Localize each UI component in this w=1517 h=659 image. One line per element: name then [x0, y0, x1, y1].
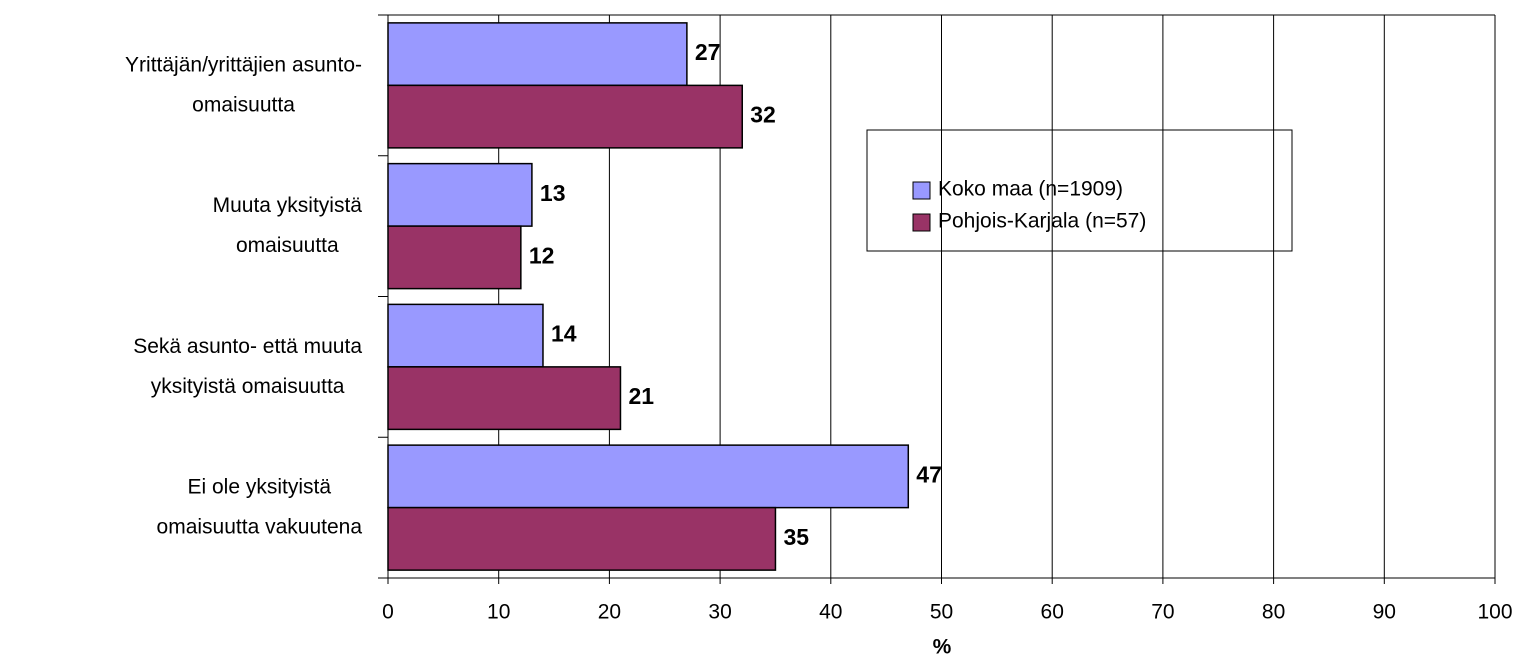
value-label: 14: [551, 321, 577, 347]
value-label: 47: [916, 461, 942, 487]
x-tick-label: 100: [1477, 601, 1512, 624]
bar: [387, 225, 522, 290]
label-line: Sekä asunto- että muuta: [133, 334, 362, 357]
label-line: omaisuutta: [192, 93, 295, 116]
value-label: 13: [540, 180, 566, 206]
x-tick-label: 0: [382, 601, 394, 624]
x-tick-label: 90: [1373, 601, 1396, 624]
bar: [387, 303, 544, 368]
x-tick-label: 80: [1262, 601, 1285, 624]
value-label: 12: [529, 242, 555, 268]
x-tick-label: 40: [819, 601, 842, 624]
legend-swatch: [912, 213, 931, 232]
legend-label: Koko maa (n=1909): [938, 178, 1123, 201]
bar: [387, 506, 777, 571]
value-label: 32: [750, 102, 776, 128]
y-tick-label: Muuta yksityistä omaisuutta: [213, 194, 363, 257]
bar: [387, 162, 533, 227]
x-tick-label: 30: [708, 601, 731, 624]
bar: [387, 84, 743, 149]
y-tick-label: Ei ole yksityistä omaisuutta vakuutena: [157, 475, 363, 538]
value-label: 27: [695, 39, 721, 65]
bar: [387, 22, 688, 87]
x-tick-label: 60: [1041, 601, 1064, 624]
y-tick-label: Yrittäjän/yrittäjien asunto-omaisuutta: [125, 53, 362, 116]
value-label: 35: [783, 524, 809, 550]
label-line: omaisuutta: [236, 234, 339, 257]
x-tick-label: 20: [598, 601, 621, 624]
label-line: yksityistä omaisuutta: [151, 374, 345, 397]
label-line: Muuta yksityistä: [213, 194, 363, 217]
label-line: Ei ole yksityistä: [187, 475, 331, 498]
legend-label: Pohjois-Karjala (n=57): [938, 210, 1146, 233]
x-tick-label: 10: [487, 601, 510, 624]
label-line: omaisuutta vakuutena: [157, 515, 363, 538]
bar: [387, 366, 622, 431]
legend-box: [866, 129, 1293, 252]
value-label: 21: [628, 383, 654, 409]
legend-swatch: [912, 181, 931, 200]
label-line: Yrittäjän/yrittäjien asunto-: [125, 53, 362, 76]
bar: [387, 444, 910, 509]
x-tick-label: 70: [1151, 601, 1174, 624]
y-tick-label: Sekä asunto- että muuta yksityistä omaisu…: [133, 334, 362, 397]
x-tick-label: 50: [930, 601, 953, 624]
x-axis-label: %: [933, 636, 952, 659]
